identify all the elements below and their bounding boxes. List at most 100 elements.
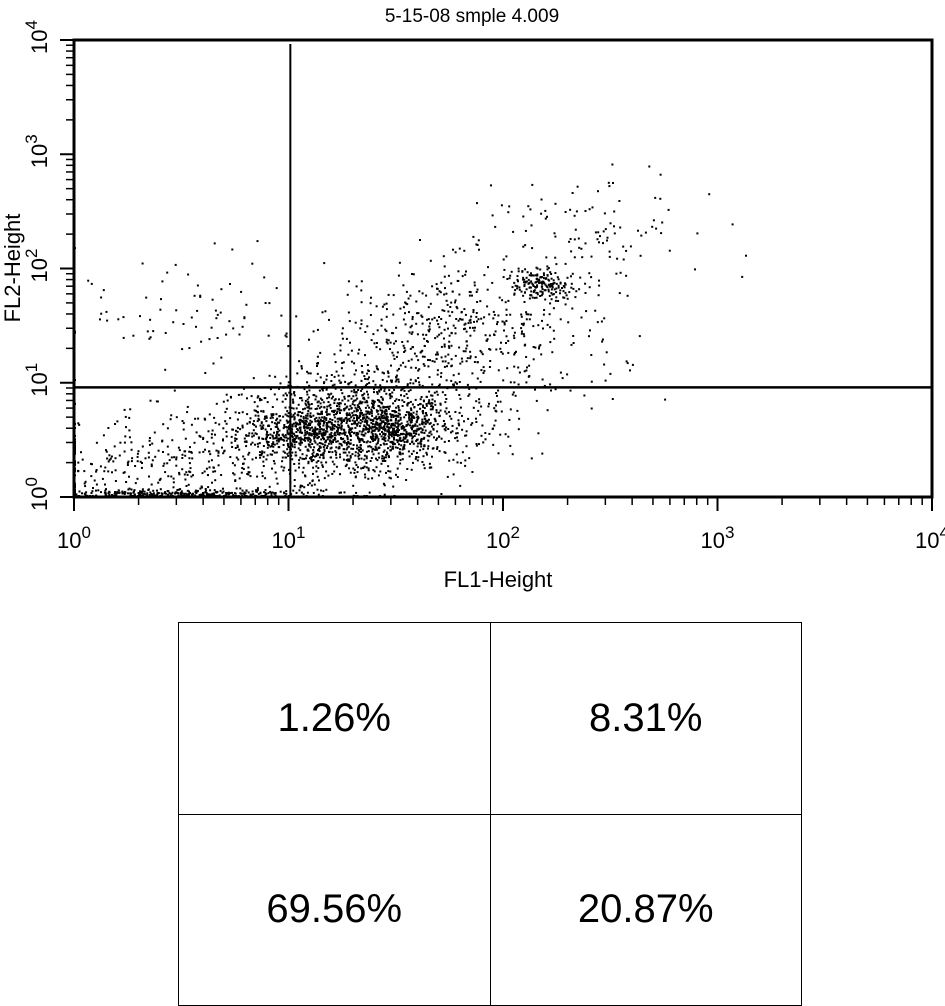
- scatter-point: [423, 364, 426, 367]
- scatter-point: [490, 184, 492, 187]
- quadrant-lower-right-value: 20.87%: [489, 813, 802, 1006]
- scatter-point: [329, 439, 332, 442]
- scatter-point: [471, 326, 474, 329]
- scatter-point: [518, 286, 521, 289]
- scatter-point: [365, 410, 368, 413]
- scatter-point: [731, 223, 734, 226]
- scatter-point: [372, 429, 375, 432]
- scatter-point: [274, 471, 277, 474]
- scatter-point: [430, 413, 432, 416]
- scatter-point: [475, 443, 478, 445]
- scatter-point: [319, 376, 322, 379]
- scatter-point: [555, 291, 558, 294]
- scatter-point: [525, 276, 528, 279]
- scatter-point: [480, 405, 483, 408]
- scatter-point: [543, 289, 546, 292]
- scatter-point: [225, 393, 228, 396]
- scatter-point: [629, 369, 631, 372]
- scatter-point: [307, 396, 310, 399]
- scatter-point: [366, 378, 369, 381]
- scatter-point: [334, 434, 337, 437]
- scatter-point: [264, 494, 267, 497]
- scatter-point: [338, 447, 341, 450]
- scatter-point: [268, 424, 271, 427]
- scatter-point: [392, 485, 395, 488]
- scatter-point: [397, 406, 400, 409]
- scatter-point: [478, 443, 480, 446]
- scatter-point: [385, 456, 388, 459]
- scatter-point: [420, 443, 423, 446]
- scatter-point: [654, 196, 657, 199]
- scatter-point: [128, 416, 131, 419]
- scatter-point: [322, 424, 325, 427]
- scatter-point: [361, 449, 364, 452]
- scatter-point: [307, 424, 310, 426]
- scatter-point: [137, 492, 140, 494]
- scatter-point: [427, 400, 430, 403]
- scatter-point: [564, 291, 567, 294]
- scatter-point: [355, 408, 358, 411]
- scatter-point: [392, 414, 395, 417]
- scatter-point: [452, 248, 454, 251]
- scatter-point: [174, 492, 177, 495]
- scatter-point: [445, 426, 448, 429]
- scatter-point: [346, 405, 349, 408]
- scatter-point: [402, 361, 405, 364]
- scatter-point: [311, 452, 314, 455]
- scatter-point: [605, 351, 608, 354]
- scatter-point: [531, 183, 534, 186]
- scatter-point: [338, 408, 341, 411]
- scatter-point: [160, 298, 162, 301]
- scatter-point: [357, 421, 360, 424]
- scatter-point: [169, 494, 172, 497]
- scatter-point: [200, 340, 203, 343]
- scatter-point: [410, 417, 413, 420]
- scatter-point: [284, 434, 287, 437]
- scatter-point: [396, 476, 399, 478]
- scatter-point: [411, 437, 414, 440]
- scatter-point: [339, 473, 341, 476]
- scatter-point: [438, 383, 441, 386]
- scatter-point: [421, 349, 424, 352]
- scatter-point: [181, 457, 184, 459]
- scatter-point: [355, 285, 358, 288]
- scatter-point: [407, 390, 410, 393]
- scatter-point: [612, 182, 614, 184]
- scatter-point: [494, 225, 497, 228]
- scatter-point: [375, 447, 378, 450]
- scatter-point: [382, 450, 385, 453]
- scatter-point: [465, 430, 468, 433]
- scatter-point: [398, 437, 401, 440]
- scatter-point: [105, 449, 107, 452]
- scatter-point: [339, 412, 341, 414]
- scatter-point: [202, 492, 204, 494]
- scatter-point: [505, 335, 508, 338]
- scatter-point: [524, 291, 526, 294]
- scatter-point: [139, 460, 142, 463]
- scatter-point: [310, 458, 313, 461]
- scatter-point: [395, 378, 398, 381]
- scatter-point: [165, 492, 168, 495]
- scatter-point: [320, 405, 323, 408]
- scatter-point: [338, 491, 341, 494]
- scatter-point: [326, 445, 329, 447]
- scatter-point: [389, 441, 392, 443]
- scatter-point: [257, 411, 259, 414]
- scatter-point: [412, 411, 415, 414]
- scatter-point: [376, 342, 378, 344]
- scatter-point: [363, 441, 366, 443]
- scatter-point: [316, 372, 319, 375]
- scatter-point: [418, 368, 421, 371]
- scatter-point: [378, 456, 381, 459]
- scatter-point: [380, 416, 383, 419]
- scatter-point: [225, 422, 228, 425]
- scatter-point: [475, 243, 478, 246]
- scatter-point: [267, 492, 270, 495]
- scatter-point: [318, 447, 320, 450]
- scatter-point: [376, 329, 379, 332]
- scatter-point: [459, 317, 462, 320]
- scatter-point: [417, 404, 420, 406]
- scatter-point: [344, 433, 347, 436]
- scatter-point: [536, 273, 539, 276]
- scatter-point: [322, 420, 324, 422]
